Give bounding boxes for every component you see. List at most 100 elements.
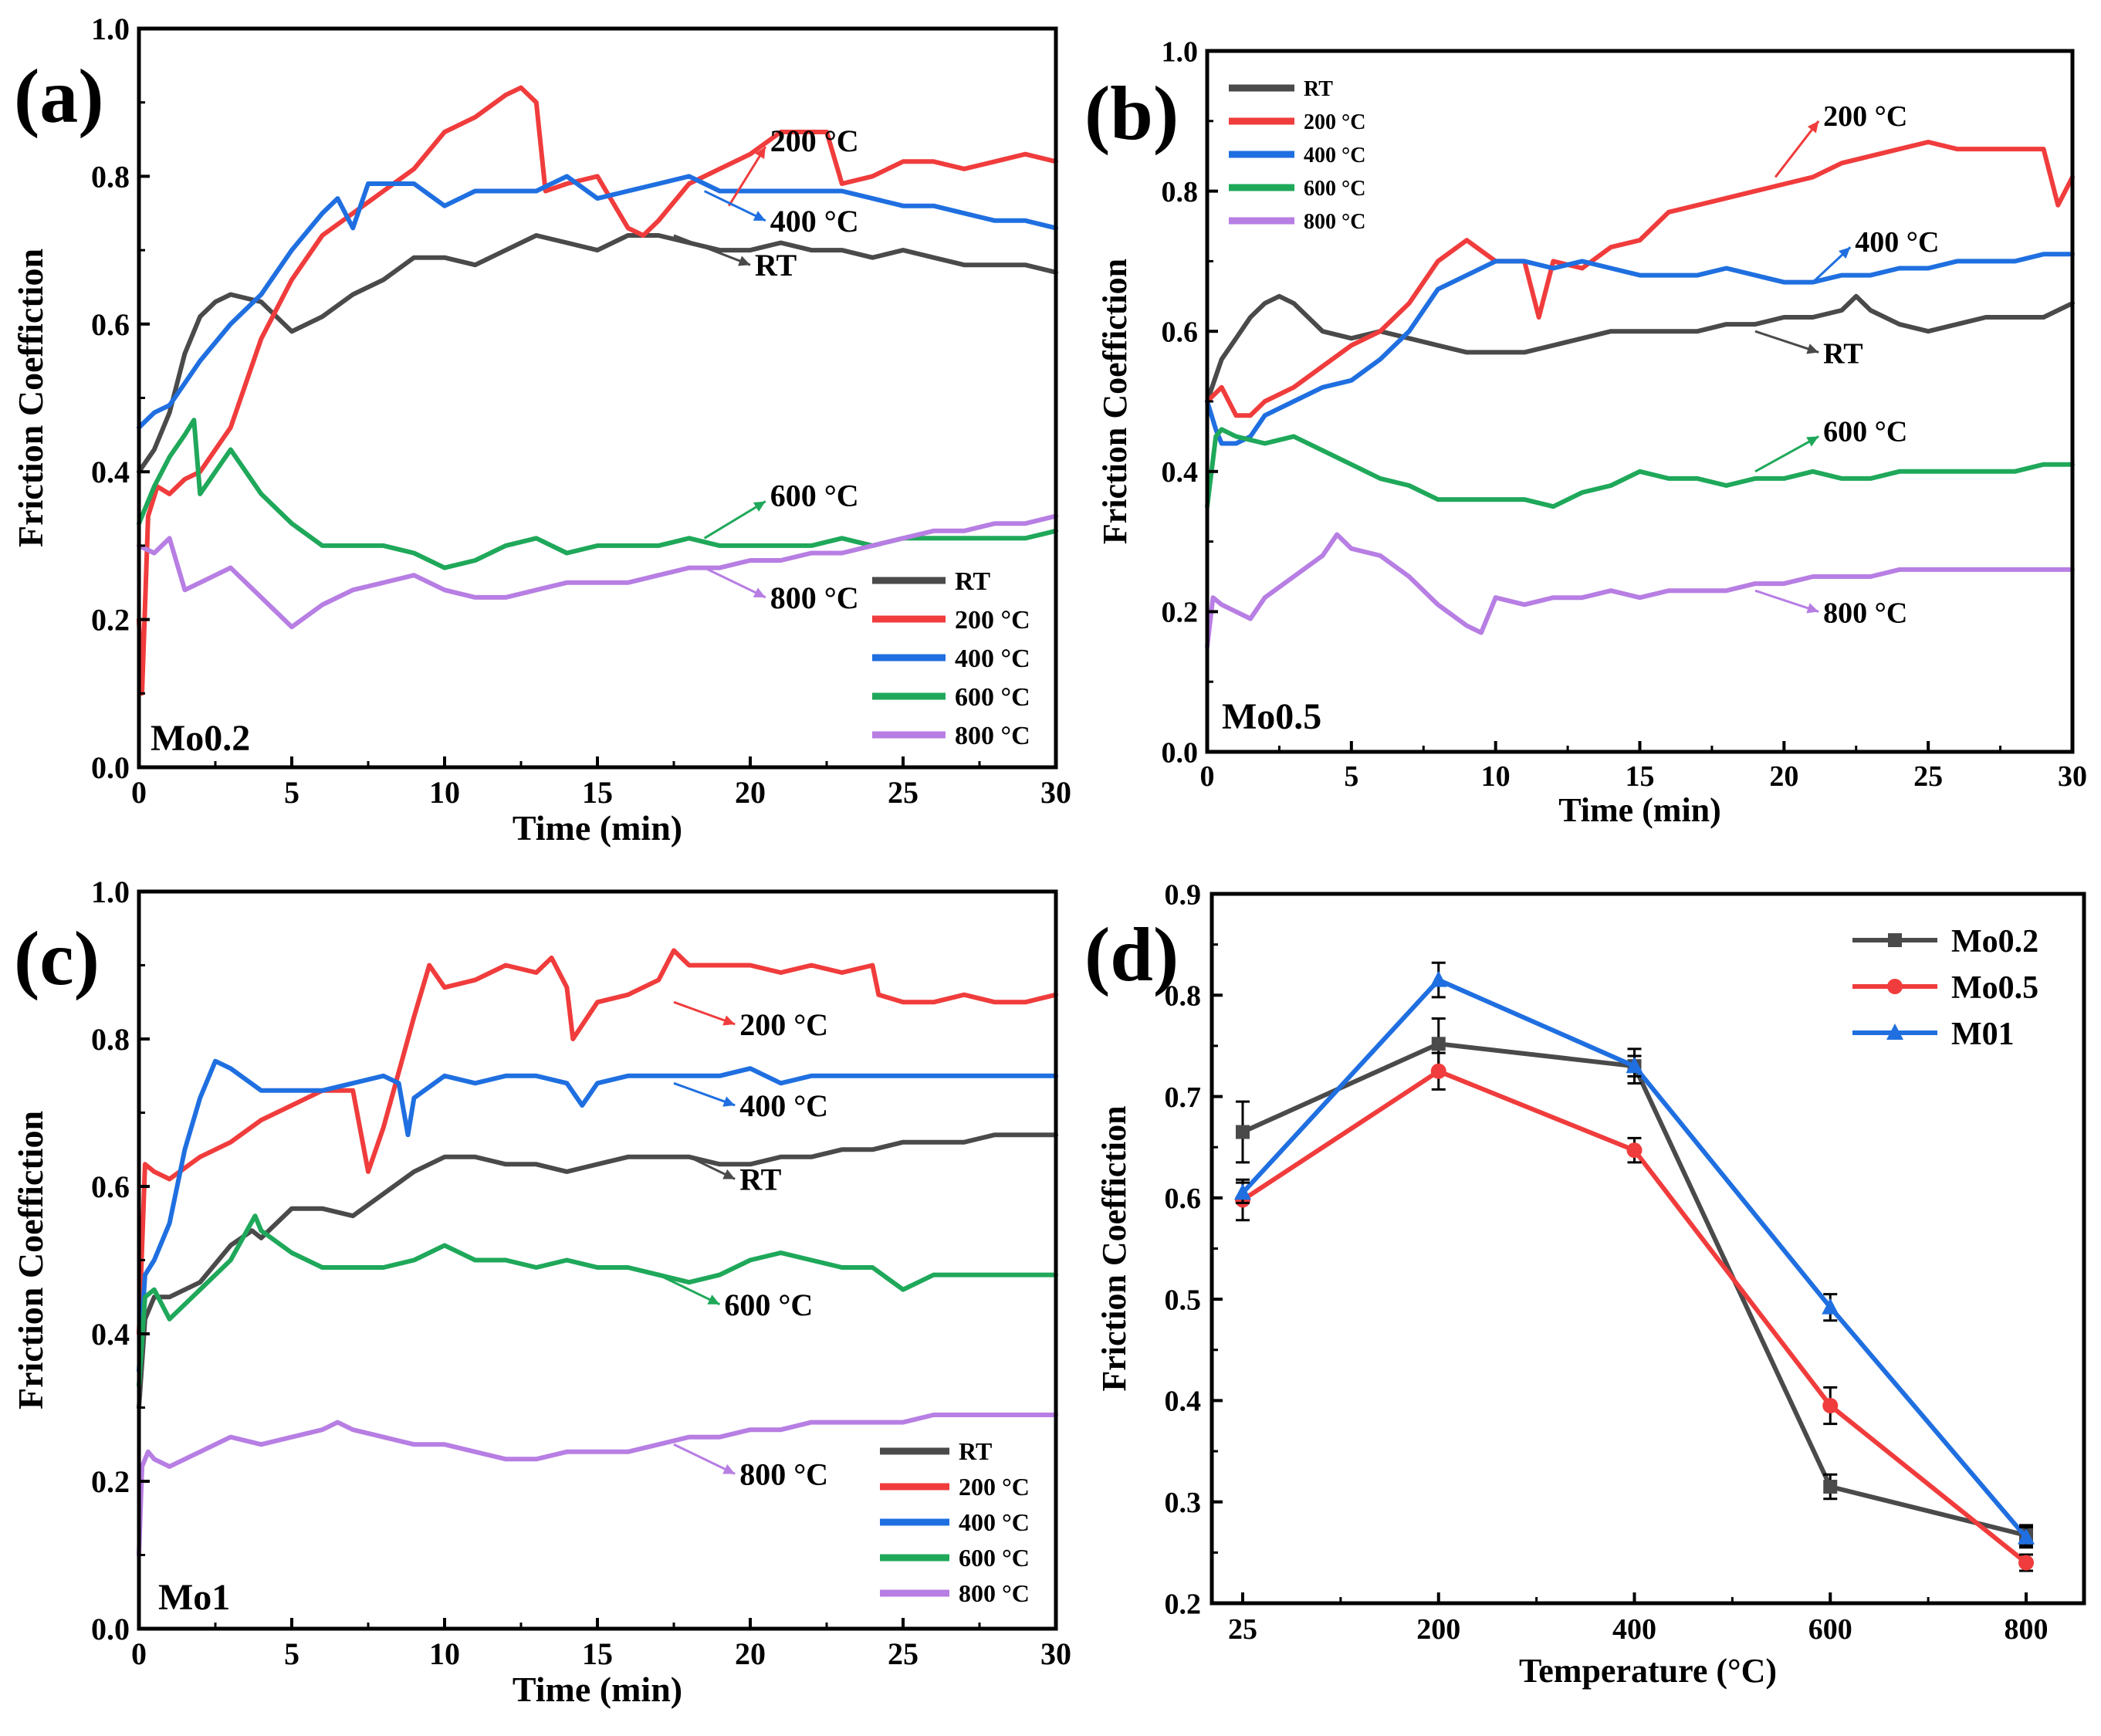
legend-label: 400 °C xyxy=(955,645,1030,673)
annotation-label: 600 °C xyxy=(770,478,859,513)
y-tick-label: 0.4 xyxy=(91,455,130,489)
x-tick-label: 5 xyxy=(284,775,299,810)
annotation-arrowhead-RT xyxy=(738,255,750,266)
y-tick-label: 0.3 xyxy=(1165,1487,1202,1519)
annotation-label: 200 °C xyxy=(770,124,859,158)
y-tick-label: 0.2 xyxy=(91,603,130,638)
sample-label: Mo1 xyxy=(158,1577,230,1618)
y-tick-label: 0.6 xyxy=(91,1169,130,1204)
x-tick-label: 5 xyxy=(284,1636,299,1671)
annotation-arrow-600 xyxy=(1754,435,1819,473)
annotation-arrow-800 xyxy=(1754,589,1819,613)
x-tick-label: 5 xyxy=(1344,760,1358,793)
series-line-600 xyxy=(1205,427,2075,509)
data-point-M01 xyxy=(1234,1183,1251,1200)
series-line-200 xyxy=(1205,140,2075,418)
legend-marker xyxy=(1887,979,1903,994)
annotation-label: RT xyxy=(739,1162,781,1196)
annotation-arrowhead-600 xyxy=(1806,436,1819,447)
series-line-400 xyxy=(1205,252,2075,446)
y-tick-label: 0.8 xyxy=(1162,176,1199,208)
x-tick-label: 10 xyxy=(429,775,460,810)
x-tick-label: 0 xyxy=(131,1636,147,1671)
data-point-Mo0.2 xyxy=(1431,1037,1446,1051)
legend-label: RT xyxy=(955,567,990,596)
x-axis-label: Time (min) xyxy=(513,808,682,848)
y-tick-label: 0.0 xyxy=(1162,736,1199,769)
annotation-label: 800 °C xyxy=(1823,597,1907,629)
annotation-label: 400 °C xyxy=(1855,226,1939,259)
annotation-label: 400 °C xyxy=(770,204,859,239)
annotation-arrow-800 xyxy=(703,567,766,599)
x-tick-label: 30 xyxy=(2058,760,2087,793)
y-tick-label: 0.7 xyxy=(1165,1081,1202,1114)
x-tick-label: 0 xyxy=(1200,760,1215,793)
annotation-arrowhead-400 xyxy=(722,1096,736,1107)
y-axis-label: Friction Coeffiction xyxy=(1096,259,1134,544)
annotation-arrowhead-400 xyxy=(753,211,766,221)
annotation-arrow-200 xyxy=(1774,120,1820,178)
legend-label: 800 °C xyxy=(959,1579,1030,1607)
y-axis-label: Friction Coeffiction xyxy=(1095,1105,1133,1391)
y-tick-label: 1.0 xyxy=(91,12,130,46)
annotation-label: 400 °C xyxy=(739,1088,828,1123)
x-axis-label: Time (min) xyxy=(513,1670,682,1709)
sample-label: Mo0.2 xyxy=(151,718,250,759)
x-tick-label: 400 xyxy=(1612,1613,1656,1646)
y-tick-label: 0.4 xyxy=(1165,1386,1202,1418)
legend-label: 200 °C xyxy=(959,1473,1030,1501)
series-line-200 xyxy=(137,85,1058,696)
x-tick-label: 15 xyxy=(582,775,613,810)
annotation-label: 800 °C xyxy=(770,580,859,615)
legend-label: Mo0.5 xyxy=(1951,970,2038,1006)
annotation-arrowhead-600 xyxy=(753,501,766,512)
panel-d: 25 200 400 600 800 0.2 0.3 0.4 0.5 0.6 0.7 0.8 0.9 Te… xyxy=(1084,878,2086,1690)
x-tick-label: 10 xyxy=(1481,760,1511,793)
data-point-M01 xyxy=(1822,1298,1839,1315)
data-point-Mo0.2 xyxy=(1823,1480,1838,1494)
legend-label: 200 °C xyxy=(1304,110,1365,134)
legend-label: 600 °C xyxy=(1304,177,1365,201)
legend-label: 200 °C xyxy=(955,606,1030,635)
x-tick-label: 0 xyxy=(131,775,147,810)
legend-label: 600 °C xyxy=(955,683,1030,712)
annotation-arrowhead-200 xyxy=(722,1015,736,1026)
legend-label: RT xyxy=(959,1437,992,1465)
data-point-Mo0.5 xyxy=(2018,1555,2034,1571)
series-line-RT xyxy=(1205,293,2075,404)
panel-label: (a) xyxy=(14,53,104,139)
series-line-Mo0.2 xyxy=(1241,1041,2027,1538)
series-line-400 xyxy=(137,1058,1058,1373)
panel-a: 0 5 10 15 20 25 30 0.0 0.2 0.4 0.6 0.8 1.0 Time (min)… xyxy=(11,12,1071,848)
series-line-800 xyxy=(1205,532,2075,649)
y-tick-label: 0.8 xyxy=(1165,980,1202,1013)
y-tick-label: 0.8 xyxy=(91,159,130,194)
annotation-arrowhead-600 xyxy=(707,1294,720,1305)
x-tick-label: 20 xyxy=(735,775,766,810)
x-axis-label: Temperature (°C) xyxy=(1519,1652,1777,1690)
annotation-arrowhead-800 xyxy=(753,587,766,597)
series-line-200 xyxy=(137,948,1058,1336)
annotation-arrowhead-800 xyxy=(722,1464,736,1474)
x-tick-label: 15 xyxy=(582,1636,613,1671)
annotation-arrow-200 xyxy=(728,146,767,207)
annotation-arrowhead-400 xyxy=(1838,247,1851,259)
annotation-arrowhead-RT xyxy=(1806,343,1819,354)
annotation-label: 800 °C xyxy=(739,1457,828,1491)
x-tick-label: 600 xyxy=(1808,1613,1852,1646)
annotation-arrow-600 xyxy=(658,1274,721,1306)
data-point-Mo0.5 xyxy=(1822,1397,1839,1413)
legend-label: 400 °C xyxy=(1304,144,1365,168)
x-tick-label: 20 xyxy=(735,1636,766,1671)
annotation-arrowhead-RT xyxy=(722,1169,736,1179)
x-tick-label: 800 xyxy=(2005,1613,2049,1646)
sample-label: Mo0.5 xyxy=(1222,696,1321,737)
annotation-label: RT xyxy=(755,248,797,283)
series-line-600 xyxy=(137,1213,1058,1388)
annotation-label: 600 °C xyxy=(1823,415,1907,448)
x-tick-label: 10 xyxy=(429,1636,460,1671)
x-tick-label: 25 xyxy=(888,775,919,810)
y-tick-label: 0.4 xyxy=(91,1317,130,1352)
panel-label: (d) xyxy=(1084,912,1179,997)
